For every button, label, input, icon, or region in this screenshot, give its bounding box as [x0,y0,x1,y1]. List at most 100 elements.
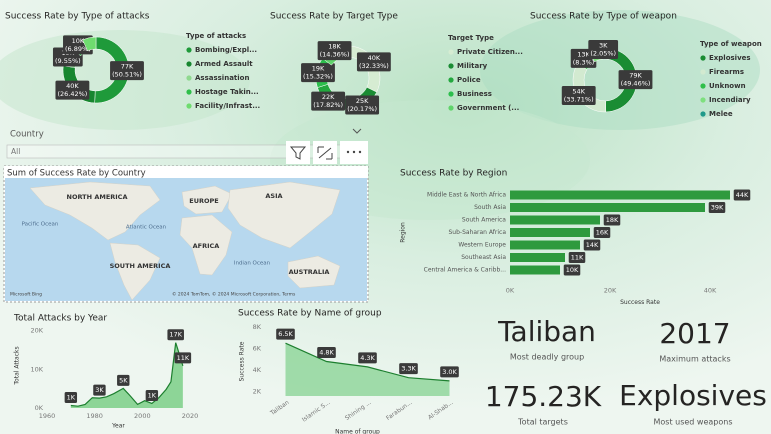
y-tick-label: 8K [253,323,262,331]
data-label: 5K [117,374,130,386]
legend-label: Private Citizen... [457,48,523,56]
legend-label: Hostage Takin... [195,88,259,96]
data-label-text: 16K [596,229,609,237]
label-box [110,61,144,81]
data-label: 4.3K [358,352,377,364]
legend-marker [448,77,454,83]
data-label-text: 6.5K [278,330,293,338]
label-box [399,363,418,375]
legend-label: Government (... [457,104,519,112]
data-label-text: 39K [711,204,724,212]
watercolor [480,10,760,130]
legend-label: Unknown [709,82,746,90]
legend-label: Military [457,62,488,70]
map-label: Indian Ocean [234,261,271,267]
data-label: 16K [593,227,611,238]
data-label-text: 17K [169,331,182,339]
y-tick-label: Western Europe [458,242,506,249]
legend-marker [700,83,706,89]
data-label-text: (14.36%) [320,51,350,59]
chart-title: Total Attacks by Year [13,314,107,324]
data-label: 22K(17.82%) [311,91,346,111]
data-label-text: (33.71%) [564,95,594,103]
y-tick-label: Southeast Asia [461,254,506,261]
data-label-text: 18K [328,43,341,51]
filter-button[interactable] [286,141,310,164]
data-label-text: 10K [566,266,579,274]
slicer-value[interactable]: All [11,147,20,156]
slicer-box[interactable] [6,144,366,159]
data-label-text: 79K [629,72,642,80]
data-label-text: (49.46%) [621,80,651,88]
data-label-text: 18K [606,216,619,224]
data-label-text: 19K [312,65,325,73]
data-label: 4.8K [317,347,336,358]
bar [510,228,590,237]
map-label: EUROPE [189,197,218,205]
x-axis-label: Name of group [335,429,380,434]
legend-marker [186,103,192,109]
data-label-text: 77K [121,63,134,71]
slicer-label: Country [10,130,44,140]
bar [510,203,705,212]
label-box [276,328,295,340]
map-label: AUSTRALIA [289,268,330,276]
data-label-text: 40K [368,54,381,62]
label-box [733,189,751,201]
legend-marker [700,97,706,103]
data-label-text: 14K [586,241,599,249]
data-label: 18K [603,214,621,226]
label-box [117,374,130,386]
label-box [561,85,596,105]
y-axis-label: Total Attacks [14,346,21,385]
x-tick-label: 1960 [39,412,56,420]
data-label-text: 13K [577,50,590,58]
data-label: 77K(50.51%) [110,61,144,81]
legend-label: Firearms [709,68,744,76]
map-label: ASIA [265,192,282,200]
bar [510,253,565,262]
legend-label: Incendiary [709,96,751,104]
asia [227,181,341,249]
data-label: 3.0K [440,366,459,378]
data-label: 40K(32.33%) [356,52,391,72]
label-box [618,70,653,90]
chart-title: Success Rate by Name of group [238,309,382,319]
label-box [583,239,601,251]
label-box [563,264,581,276]
label-box [358,352,377,364]
legend-marker [448,105,454,111]
label-box [301,63,335,83]
data-label-text: (2.05%) [590,50,616,58]
dot [358,150,362,154]
visual-toolbar [286,141,368,164]
filter-icon [289,146,307,160]
data-label: 18K(14.36%) [317,41,352,61]
y-tick-label: Sub-Saharan Africa [448,229,506,236]
line [285,342,450,382]
legend-label: Bombing/Expl... [195,46,257,54]
data-label: 3.3K [399,363,418,375]
chart-title: Success Rate by Target Type [270,12,398,22]
x-tick-label: 40K [704,286,717,294]
label-box [145,389,159,401]
y-axis-label: Success Rate [239,341,246,381]
y-tick-label: 2K [253,388,262,396]
data-label-text: 5K [119,376,128,384]
chart-title: Success Rate by Region [400,169,507,179]
label-box [440,366,459,378]
card-label: Total targets [517,418,568,427]
card-label: Most used weapons [653,418,732,427]
data-label-text: 3.0K [442,368,457,376]
data-label-text: 22K [322,93,335,101]
y-tick-label: 4K [253,366,262,374]
label-box [93,384,106,396]
legend-title: Type of attacks [186,32,246,40]
data-label-text: 54K [572,87,585,95]
y-tick-label: Central America & Caribb... [424,267,506,274]
chevron[interactable] [352,128,362,134]
map-title: Sum of Success Rate by Country [7,169,146,179]
data-label-text: (8.3%) [573,58,595,66]
label-box [593,227,611,238]
x-axis-label: Year [111,423,125,430]
